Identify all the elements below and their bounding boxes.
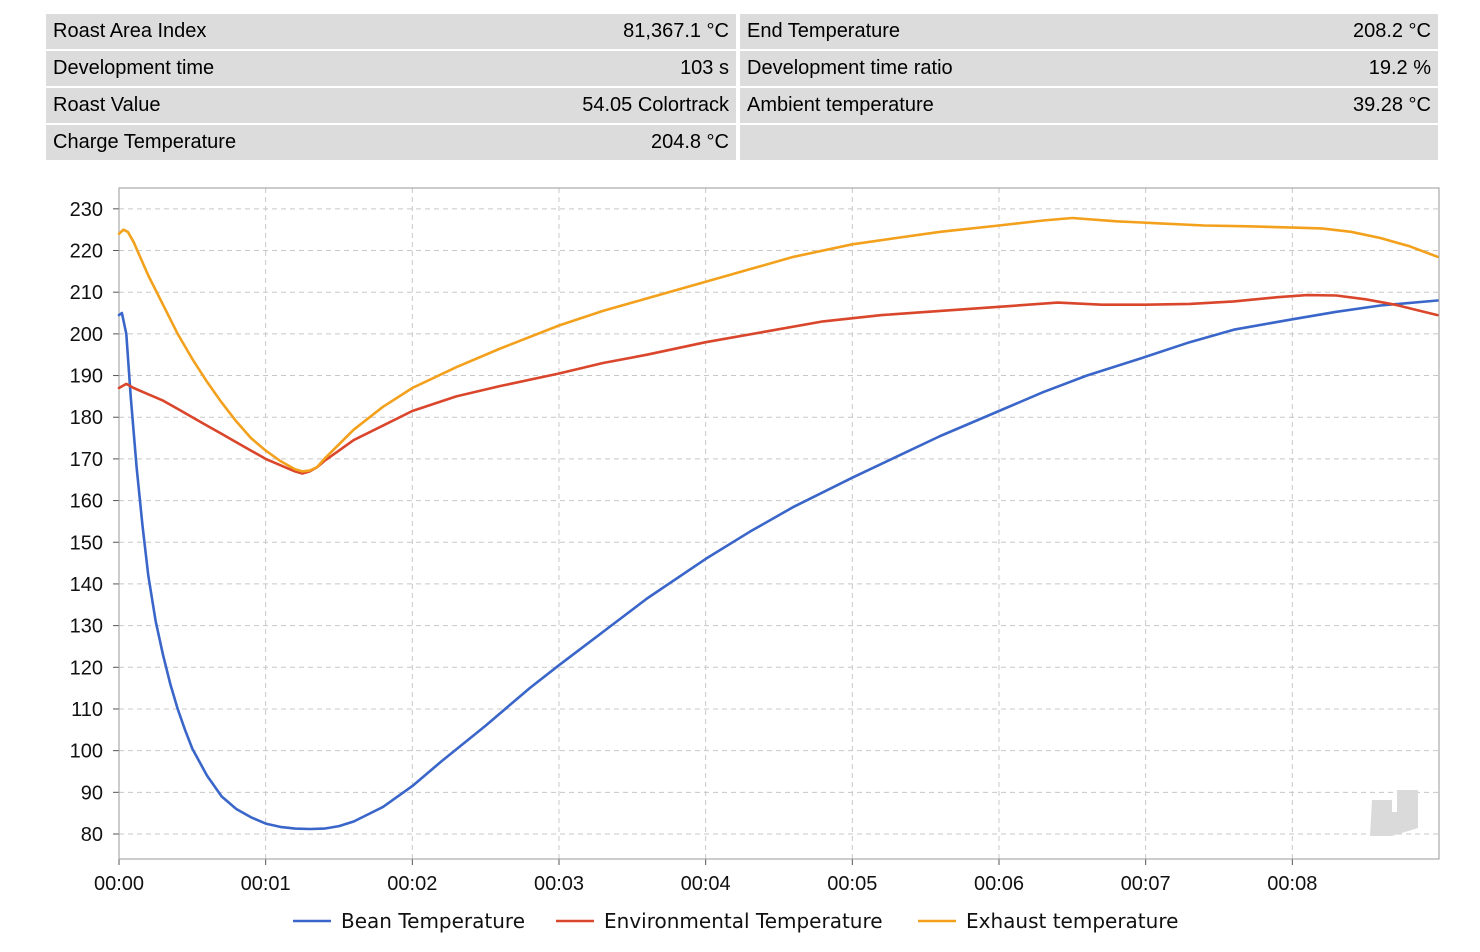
- y-tick-label: 180: [70, 407, 103, 429]
- stat-label: Roast Area Index: [53, 20, 207, 42]
- y-tick-label: 190: [70, 366, 103, 388]
- x-tick-label: 00:05: [827, 873, 877, 895]
- x-tick-label: 00:03: [534, 873, 584, 895]
- x-tick-label: 00:04: [681, 873, 731, 895]
- stat-value: 103 s: [680, 57, 729, 79]
- stat-cell: Roast Value 54.05 Colortrack: [46, 88, 740, 123]
- stat-label: Development time ratio: [747, 57, 953, 79]
- stat-label: Roast Value: [53, 94, 161, 116]
- y-tick-label: 140: [70, 574, 103, 596]
- y-tick-label: 150: [70, 532, 103, 554]
- stat-label: Charge Temperature: [53, 131, 237, 153]
- stat-cell-empty: [740, 125, 1438, 160]
- plot-area: [118, 187, 1440, 860]
- stat-value: 39.28 °C: [1352, 94, 1431, 116]
- series-line-environmental-temperature: [117, 293, 1439, 475]
- stat-label: Ambient temperature: [747, 94, 934, 116]
- series-layer: [117, 216, 1439, 831]
- y-tick-label: 220: [70, 241, 103, 263]
- stat-cell: End Temperature 208.2 °C: [740, 14, 1438, 49]
- y-tick-label: 80: [81, 824, 103, 846]
- stat-value: 208.2 °C: [1352, 20, 1431, 42]
- y-tick-label: 170: [70, 449, 103, 471]
- y-tick-label: 90: [81, 782, 103, 804]
- x-tick-label: 00:06: [974, 873, 1024, 895]
- y-tick-label: 200: [70, 324, 103, 346]
- x-tick-label: 00:02: [387, 873, 437, 895]
- series-line-bean-temperature: [117, 299, 1439, 831]
- stat-value: 19.2 %: [1368, 57, 1431, 79]
- roast-stats-table: Roast Area Index 81,367.1 °C End Tempera…: [46, 14, 1438, 160]
- y-tick-label: 120: [70, 657, 103, 679]
- chart-grid: [113, 188, 1439, 865]
- stat-label: End Temperature: [747, 20, 901, 42]
- stat-value: 81,367.1 °C: [623, 20, 729, 42]
- stat-label: Development time: [53, 57, 215, 79]
- stat-cell: Roast Area Index 81,367.1 °C: [46, 14, 740, 49]
- y-tick-label: 230: [70, 199, 103, 221]
- chart-legend: Bean Temperature Environmental Temperatur…: [293, 909, 1178, 933]
- stat-cell: Ambient temperature 39.28 °C: [740, 88, 1438, 123]
- x-tick-label: 00:01: [241, 873, 291, 895]
- stat-value: 204.8 °C: [650, 131, 729, 153]
- brand-logo-icon: [1370, 790, 1418, 836]
- stat-cell: Charge Temperature 204.8 °C: [46, 125, 740, 160]
- stat-cell: Development time 103 s: [46, 51, 740, 86]
- y-tick-label: 160: [70, 491, 103, 513]
- legend-label: Exhaust temperature: [966, 909, 1178, 933]
- x-tick-label: 00:07: [1121, 873, 1171, 895]
- y-tick-label: 210: [70, 282, 103, 304]
- axis-tick-labels: 80 90 100 110 120 130 140 150 160 170 180 190 200 210…: [70, 199, 1318, 895]
- y-tick-label: 110: [71, 699, 103, 721]
- y-tick-label: 100: [70, 741, 103, 763]
- y-tick-label: 130: [70, 616, 103, 638]
- legend-label: Bean Temperature: [341, 909, 525, 933]
- x-tick-label: 00:00: [94, 873, 144, 895]
- x-tick-label: 00:08: [1267, 873, 1317, 895]
- series-line-exhaust-temperature: [117, 216, 1439, 473]
- stat-value: 54.05 Colortrack: [582, 94, 729, 116]
- legend-label: Environmental Temperature: [604, 909, 883, 933]
- stat-cell: Development time ratio 19.2 %: [740, 51, 1438, 86]
